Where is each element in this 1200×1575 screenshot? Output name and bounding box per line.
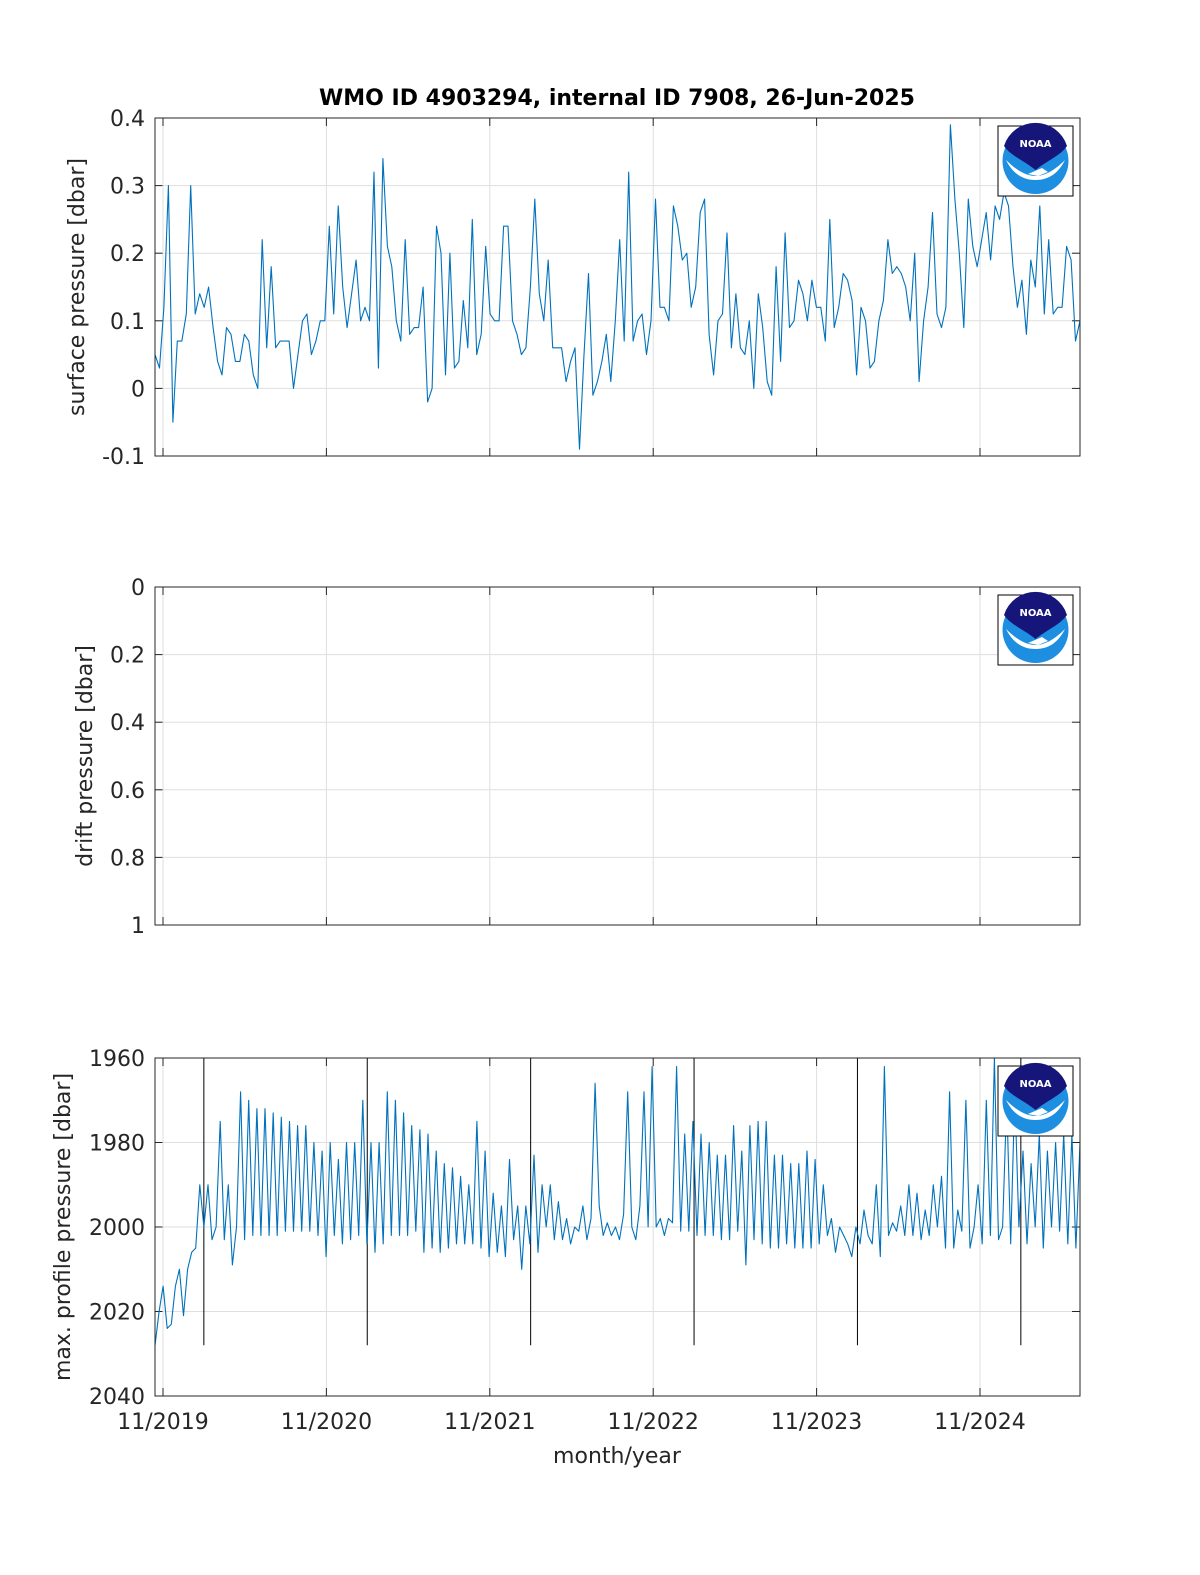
- y-tick-label: 0.6: [110, 779, 145, 804]
- subplot-1: 0.4 0.3 0.2 0.1 0 -0.1 surface pressure [dbar]…: [65, 107, 1081, 470]
- axes-frame: [154, 586, 1081, 926]
- logo-bird: [1028, 168, 1048, 176]
- x-tick-label: 11/2019: [117, 1410, 208, 1435]
- logo-wave: [1006, 629, 1065, 649]
- logo-text: NOAA: [1019, 608, 1051, 619]
- logo-bird: [1028, 1108, 1048, 1116]
- x-tick-label: 11/2020: [281, 1410, 372, 1435]
- y-axis-label: max. profile pressure [dbar]: [51, 1073, 76, 1381]
- x-axis-label: month/year: [553, 1444, 682, 1469]
- y-tick-label: 1: [131, 914, 145, 939]
- y-tick-label: 0: [131, 576, 145, 601]
- axes-layer: 0.4 0.3 0.2 0.1 0 -0.1 surface pressure [dbar]…: [51, 107, 1081, 1435]
- y-axis-label: surface pressure [dbar]: [65, 158, 90, 416]
- x-tick-label: 11/2024: [934, 1410, 1025, 1435]
- y-tick-label: 0.2: [110, 644, 145, 669]
- logo-top: [1004, 591, 1067, 639]
- data-line: [155, 1058, 1080, 1346]
- y-tick-label: 0.2: [110, 242, 145, 267]
- y-tick-label: 2000: [89, 1216, 145, 1241]
- subplot-2: 0 0.2 0.4 0.6 0.8 1 drift pressure [dbar] NOAA: [73, 576, 1081, 939]
- logo-wave: [1006, 160, 1065, 180]
- y-tick-label: 0.4: [110, 107, 145, 132]
- y-tick-label: 1960: [89, 1047, 145, 1072]
- logo-bird: [1028, 637, 1048, 645]
- y-tick-label: 0.1: [110, 310, 145, 335]
- y-tick-label: 2020: [89, 1301, 145, 1326]
- noaa-logo: NOAA: [997, 122, 1074, 197]
- y-tick-label: -0.1: [102, 445, 145, 470]
- y-tick-label: 1980: [89, 1132, 145, 1157]
- y-tick-label: 0.4: [110, 711, 145, 736]
- y-tick-label: 0.3: [110, 175, 145, 200]
- y-tick-label: 2040: [89, 1385, 145, 1410]
- chart-title: WMO ID 4903294, internal ID 7908, 26-Jun…: [319, 86, 915, 111]
- x-tick-label: 11/2021: [444, 1410, 535, 1435]
- noaa-logo: NOAA: [997, 1062, 1074, 1137]
- noaa-logo: NOAA: [997, 591, 1074, 666]
- x-tick-label: 11/2022: [607, 1410, 698, 1435]
- logo-text: NOAA: [1019, 139, 1051, 150]
- y-tick-label: 0: [131, 377, 145, 402]
- logo-wave: [1006, 1100, 1065, 1120]
- plot-area: [155, 587, 1080, 925]
- y-axis-label: drift pressure [dbar]: [73, 645, 98, 867]
- data-line: [155, 124, 1080, 450]
- y-tick-label: 0.8: [110, 846, 145, 871]
- axes-frame: [154, 117, 1081, 457]
- logo-top: [1004, 122, 1067, 170]
- x-tick-label: 11/2023: [771, 1410, 862, 1435]
- logo-top: [1004, 1062, 1067, 1110]
- axes-frame: [154, 1057, 1081, 1397]
- logo-text: NOAA: [1019, 1079, 1051, 1090]
